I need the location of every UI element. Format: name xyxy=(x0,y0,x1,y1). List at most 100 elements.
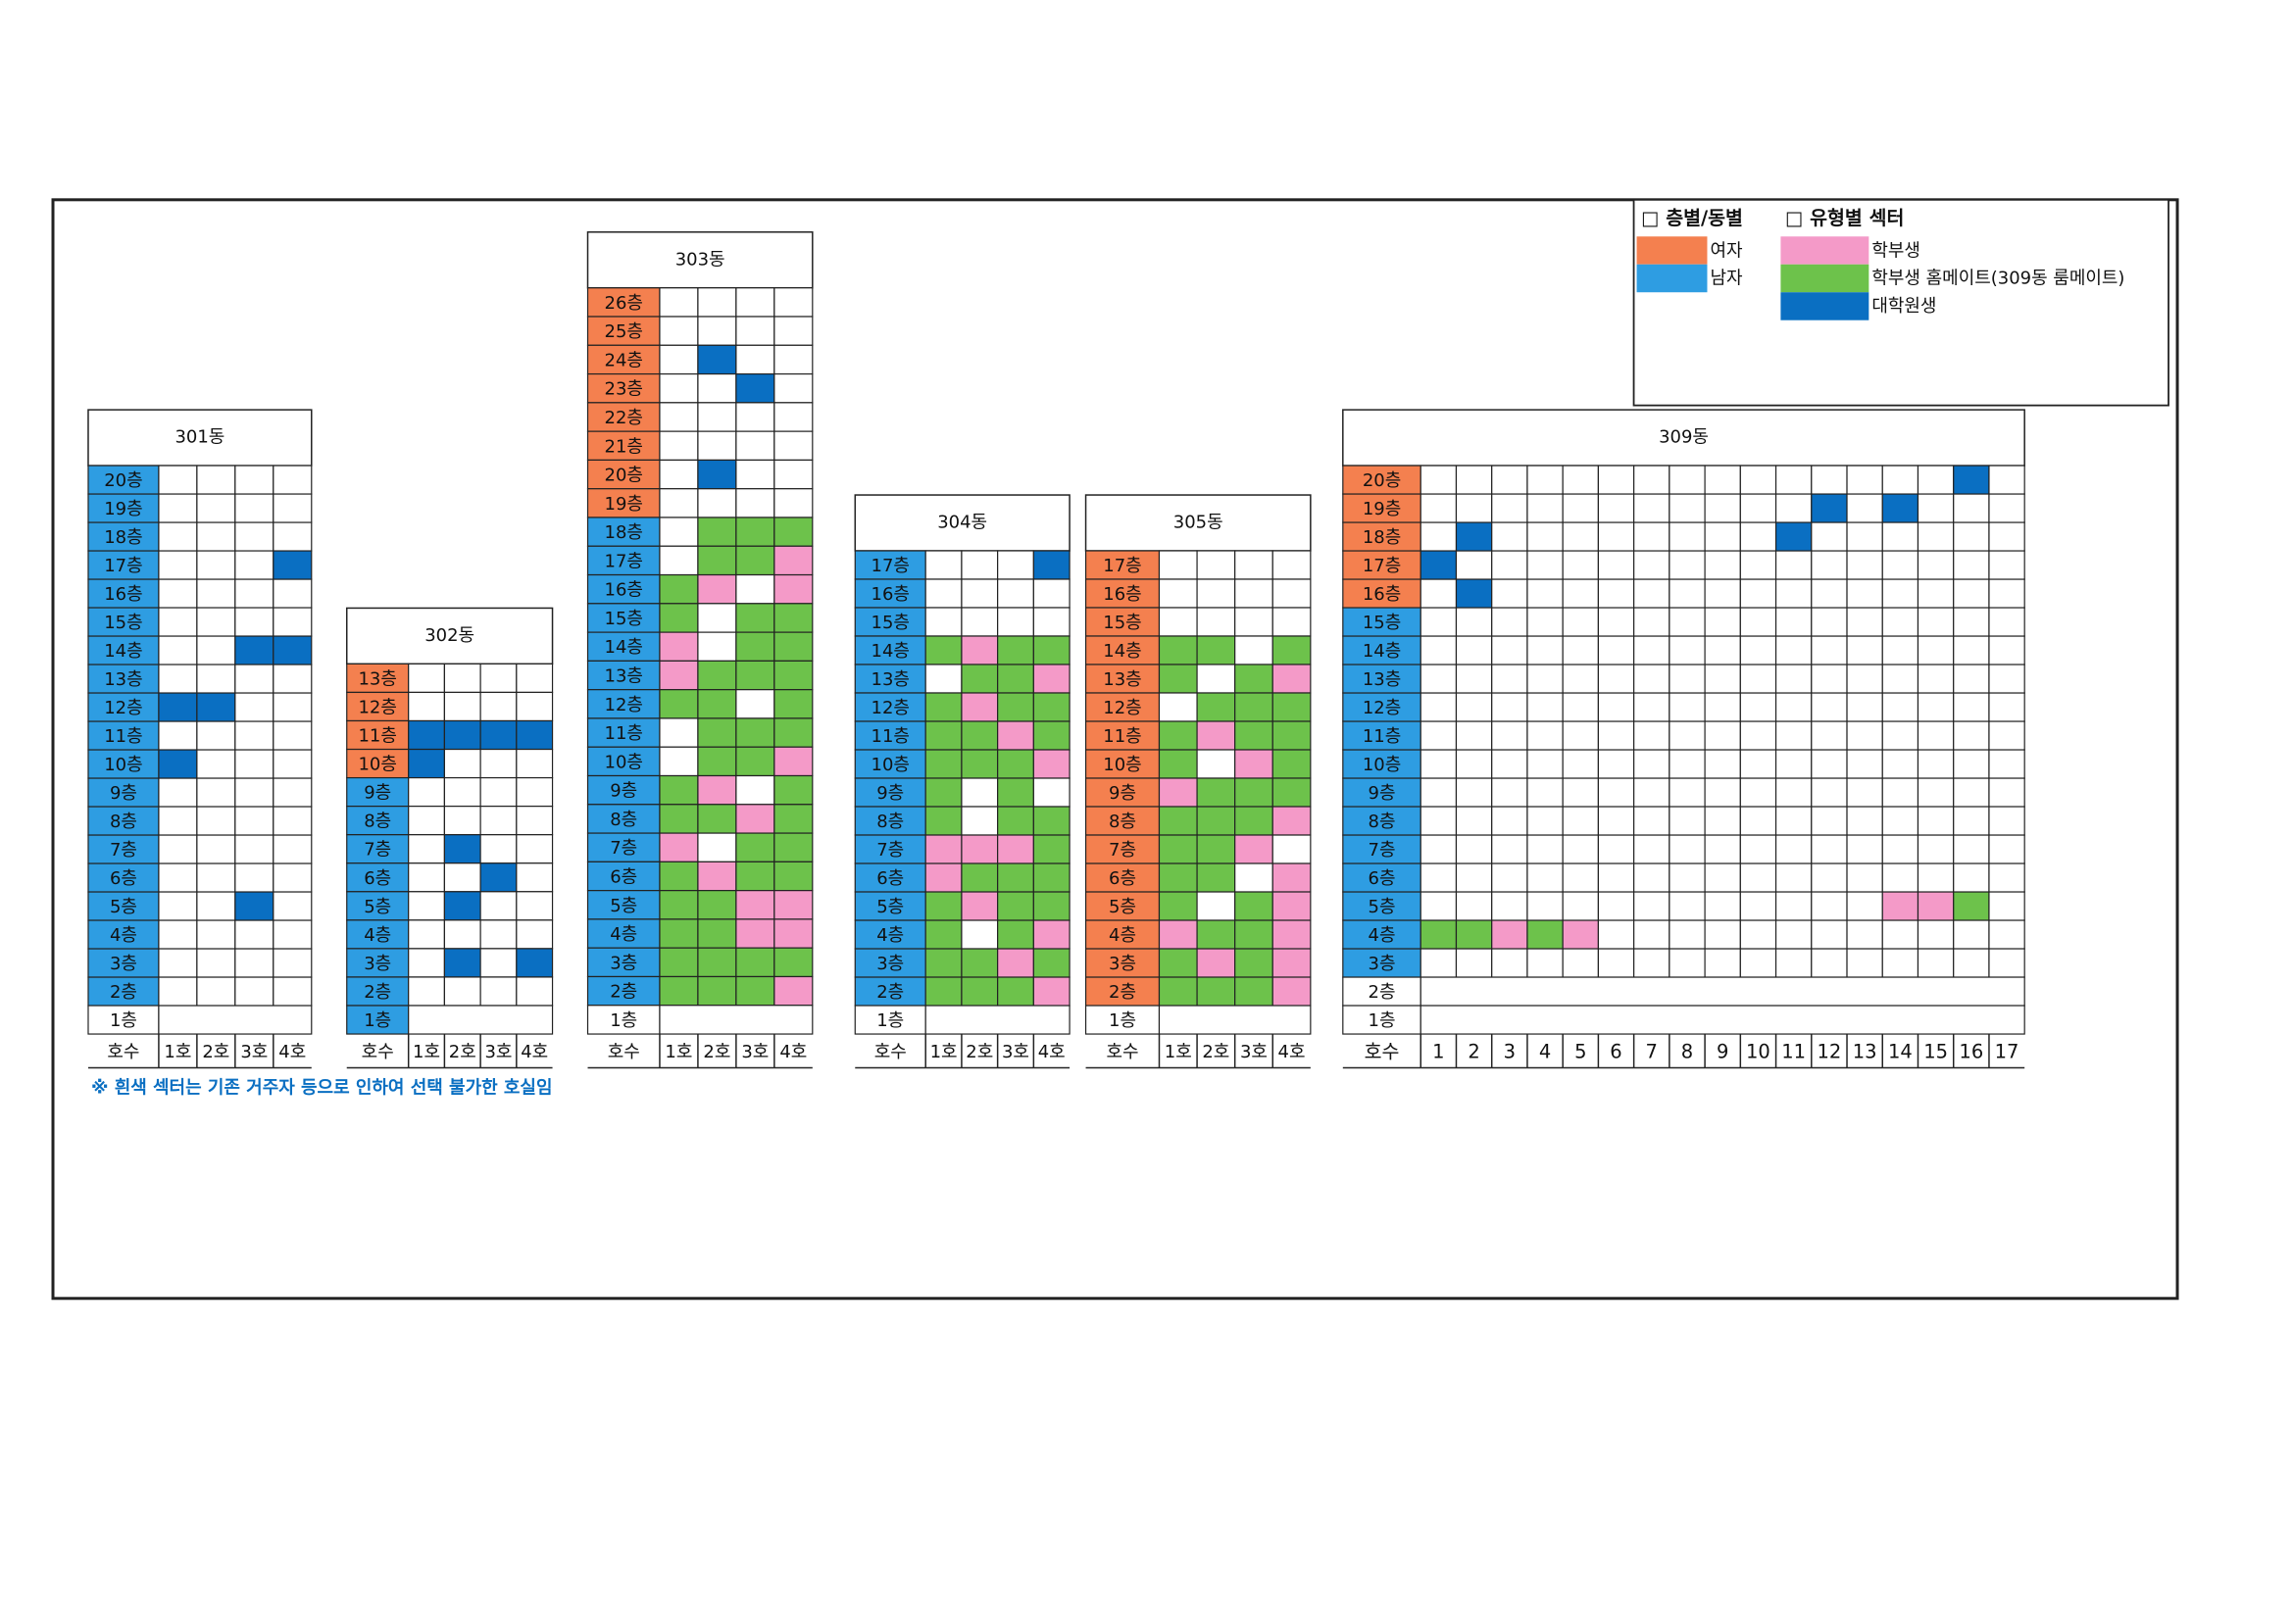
room-cell xyxy=(773,975,814,1007)
floor-label-cell xyxy=(1084,1005,1161,1035)
room-cell xyxy=(1455,465,1493,495)
footer-label: 6 xyxy=(1610,1040,1621,1062)
room-cell xyxy=(196,493,236,523)
room-cell xyxy=(735,573,775,605)
room-cell xyxy=(1032,777,1071,808)
floor-label: 12층 xyxy=(605,695,643,715)
footer-label: 14 xyxy=(1888,1040,1913,1062)
room-cell xyxy=(1846,578,1883,609)
room-cell xyxy=(1846,521,1883,552)
floor-label-cell xyxy=(854,976,926,1007)
room-cell xyxy=(1526,749,1564,779)
room-cell xyxy=(196,521,236,552)
room-cell xyxy=(1455,692,1493,722)
room-cell xyxy=(1633,891,1670,921)
legend-label: 학부생 홈메이트(309동 룸메이트) xyxy=(1871,269,2124,289)
room-cell xyxy=(697,947,737,978)
room-cell xyxy=(697,861,737,892)
room-cell xyxy=(443,691,481,722)
room-cell xyxy=(697,316,737,346)
room-cell xyxy=(1633,493,1670,523)
room-cell xyxy=(1811,777,1848,808)
room-cell xyxy=(773,689,814,719)
room-cell xyxy=(997,550,1034,580)
floor-label: 15층 xyxy=(1363,613,1401,633)
room-cell xyxy=(1953,749,1990,779)
room-cell xyxy=(516,919,554,950)
room-cell xyxy=(1196,976,1236,1007)
room-cell xyxy=(1669,720,1706,751)
room-cell xyxy=(659,545,699,576)
footer-label: 3호 xyxy=(741,1042,769,1062)
room-cell xyxy=(1562,521,1600,552)
floor-label-cell xyxy=(87,692,160,722)
room-cell xyxy=(1455,834,1493,864)
room-cell xyxy=(961,550,999,580)
room-cell xyxy=(1455,749,1493,779)
floor-label: 9층 xyxy=(610,781,637,802)
room-cell xyxy=(1669,948,1706,978)
floor-label-cell xyxy=(1084,664,1161,694)
room-cell xyxy=(1526,692,1564,722)
room-cell xyxy=(1704,834,1741,864)
room-cell xyxy=(1455,891,1493,921)
room-cell xyxy=(1881,806,1919,836)
room-cell xyxy=(1491,948,1528,978)
floor-label: 16층 xyxy=(1363,584,1401,605)
floor-label: 20층 xyxy=(1363,470,1401,491)
room-cell xyxy=(1633,834,1670,864)
floor-label: 12층 xyxy=(104,698,142,718)
room-cell xyxy=(1988,948,2025,978)
floor-label: 5층 xyxy=(110,897,137,917)
floor-label: 12층 xyxy=(359,697,397,717)
floor-label: 17층 xyxy=(605,551,643,571)
room-cell xyxy=(443,976,481,1007)
room-cell xyxy=(924,777,963,808)
room-cell xyxy=(273,919,313,950)
room-cell xyxy=(1455,862,1493,893)
room-cell xyxy=(1491,749,1528,779)
floor-label: 3층 xyxy=(110,954,137,974)
room-cell xyxy=(735,660,775,691)
room-cell xyxy=(773,660,814,691)
room-cell xyxy=(1704,749,1741,779)
room-cell xyxy=(479,748,518,779)
floor-label: 6층 xyxy=(1109,868,1136,889)
floor-label: 7층 xyxy=(876,840,904,861)
room-cell xyxy=(158,465,198,495)
room-cell xyxy=(1597,919,1635,950)
room-cell xyxy=(479,919,518,950)
room-cell xyxy=(1158,948,1198,978)
room-cell xyxy=(997,607,1034,637)
floor-label: 1층 xyxy=(610,1010,637,1031)
room-cell xyxy=(1455,493,1493,523)
room-cell xyxy=(697,660,737,691)
room-cell xyxy=(1271,664,1312,694)
room-cell xyxy=(234,948,274,978)
room-cell xyxy=(1597,521,1635,552)
room-cell xyxy=(1597,806,1635,836)
room-cell xyxy=(1491,664,1528,694)
room-cell xyxy=(516,976,554,1007)
room-cell xyxy=(1234,550,1273,580)
room-cell xyxy=(997,806,1034,836)
room-cell xyxy=(408,976,445,1007)
footer-label: 7 xyxy=(1646,1040,1658,1062)
room-cell xyxy=(1597,493,1635,523)
room-cell xyxy=(1491,550,1528,580)
floor-label-cell xyxy=(346,719,410,751)
floor-label: 4층 xyxy=(1109,925,1136,946)
room-cell xyxy=(1988,834,2025,864)
floor-label: 8층 xyxy=(1369,812,1396,832)
floor-label: 11층 xyxy=(104,726,142,747)
room-cell xyxy=(273,749,313,779)
floor-label-cell xyxy=(854,692,926,722)
room-cell xyxy=(1633,777,1670,808)
floor-label-cell xyxy=(586,832,661,862)
room-cell xyxy=(735,975,775,1007)
room-cell xyxy=(1158,891,1198,921)
room-cell xyxy=(697,517,737,547)
room-cell xyxy=(1881,891,1919,921)
floor-label: 6층 xyxy=(610,866,637,887)
room-cell xyxy=(1917,948,1955,978)
